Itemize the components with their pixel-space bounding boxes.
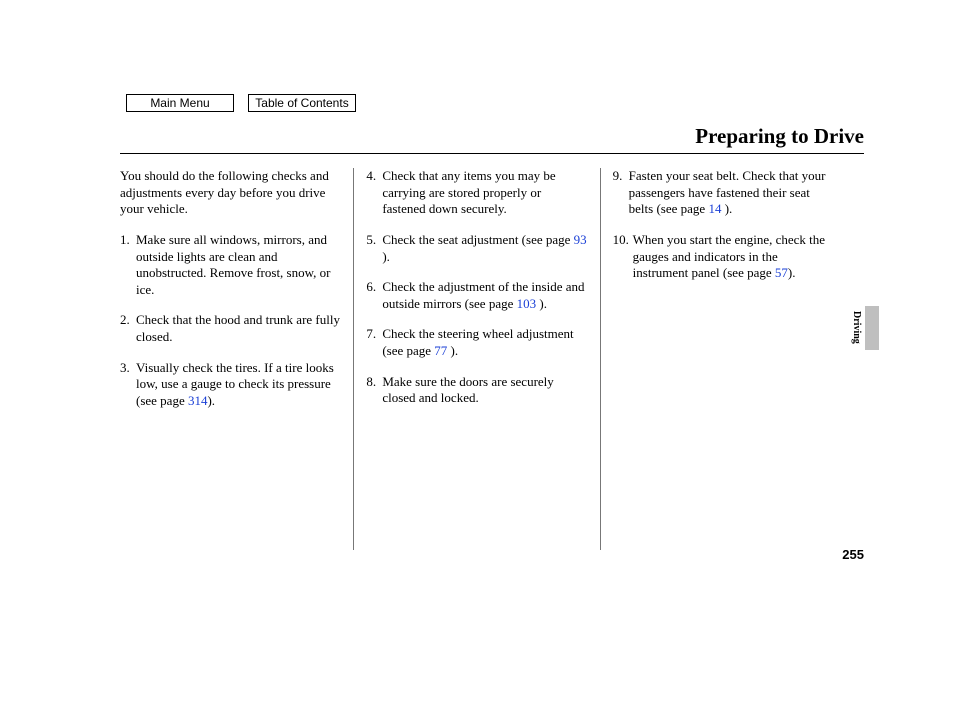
page-number: 255 [842, 547, 864, 562]
main-menu-button[interactable]: Main Menu [126, 94, 234, 112]
page-ref-link[interactable]: 14 [708, 201, 721, 216]
item-number: 9. [613, 168, 629, 185]
text-part: ). [447, 343, 458, 358]
list-item: 8. Make sure the doors are securely clos… [366, 374, 587, 407]
page-ref-link[interactable]: 57 [775, 265, 788, 280]
item-text: Visually check the tires. If a tire look… [136, 360, 341, 410]
nav-buttons: Main Menu Table of Contents [126, 94, 356, 112]
item-text: Check the adjustment of the inside and o… [382, 279, 587, 312]
item-number: 8. [366, 374, 382, 391]
text-part: Check the seat adjustment (see page [382, 232, 573, 247]
column-1: You should do the following checks and a… [120, 168, 353, 550]
intro-text: You should do the following checks and a… [120, 168, 341, 218]
list-item: 6. Check the adjustment of the inside an… [366, 279, 587, 312]
section-label: Driving [851, 311, 862, 344]
text-part: ). [721, 201, 732, 216]
item-text: Make sure all windows, mirrors, and outs… [136, 232, 341, 299]
page-title: Preparing to Drive [695, 124, 864, 148]
list-item: 2. Check that the hood and trunk are ful… [120, 312, 341, 345]
item-number: 6. [366, 279, 382, 296]
item-number: 7. [366, 326, 382, 343]
page-ref-link[interactable]: 314 [188, 393, 208, 408]
list-item: 10. When you start the engine, check the… [613, 232, 834, 282]
list-item: 9. Fasten your seat belt. Check that you… [613, 168, 834, 218]
list-item: 3. Visually check the tires. If a tire l… [120, 360, 341, 410]
list-item: 5. Check the seat adjustment (see page 9… [366, 232, 587, 265]
item-number: 3. [120, 360, 136, 377]
section-tab [865, 306, 879, 350]
item-number: 2. [120, 312, 136, 329]
item-number: 1. [120, 232, 136, 249]
text-part: Visually check the tires. If a tire look… [136, 360, 334, 408]
manual-page: Main Menu Table of Contents Preparing to… [0, 0, 954, 710]
column-2: 4. Check that any items you may be carry… [353, 168, 599, 550]
list-item: 4. Check that any items you may be carry… [366, 168, 587, 218]
page-ref-link[interactable]: 93 [574, 232, 587, 247]
text-part: ). [207, 393, 215, 408]
item-number: 5. [366, 232, 382, 249]
text-part: ). [788, 265, 796, 280]
item-text: Make sure the doors are securely closed … [382, 374, 587, 407]
list-item: 1. Make sure all windows, mirrors, and o… [120, 232, 341, 299]
item-text: When you start the engine, check the gau… [633, 232, 834, 282]
list-item: 7. Check the steering wheel adjustment (… [366, 326, 587, 359]
page-ref-link[interactable]: 103 [517, 296, 537, 311]
title-row: Preparing to Drive [120, 124, 864, 154]
text-part: When you start the engine, check the gau… [633, 232, 825, 280]
column-3: 9. Fasten your seat belt. Check that you… [600, 168, 834, 550]
text-part: Check the steering wheel adjustment (see… [382, 326, 573, 358]
toc-button[interactable]: Table of Contents [248, 94, 356, 112]
text-part: ). [382, 249, 390, 264]
page-ref-link[interactable]: 77 [434, 343, 447, 358]
item-text: Check the seat adjustment (see page 93 )… [382, 232, 587, 265]
item-text: Check the steering wheel adjustment (see… [382, 326, 587, 359]
text-part: ). [536, 296, 547, 311]
item-text: Check that any items you may be carrying… [382, 168, 587, 218]
content-columns: You should do the following checks and a… [120, 168, 834, 550]
item-number: 10. [613, 232, 633, 249]
text-part: Check the adjustment of the inside and o… [382, 279, 584, 311]
item-number: 4. [366, 168, 382, 185]
item-text: Fasten your seat belt. Check that your p… [629, 168, 834, 218]
item-text: Check that the hood and trunk are fully … [136, 312, 341, 345]
